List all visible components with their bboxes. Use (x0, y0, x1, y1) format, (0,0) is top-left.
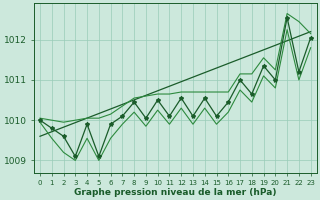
X-axis label: Graphe pression niveau de la mer (hPa): Graphe pression niveau de la mer (hPa) (74, 188, 276, 197)
